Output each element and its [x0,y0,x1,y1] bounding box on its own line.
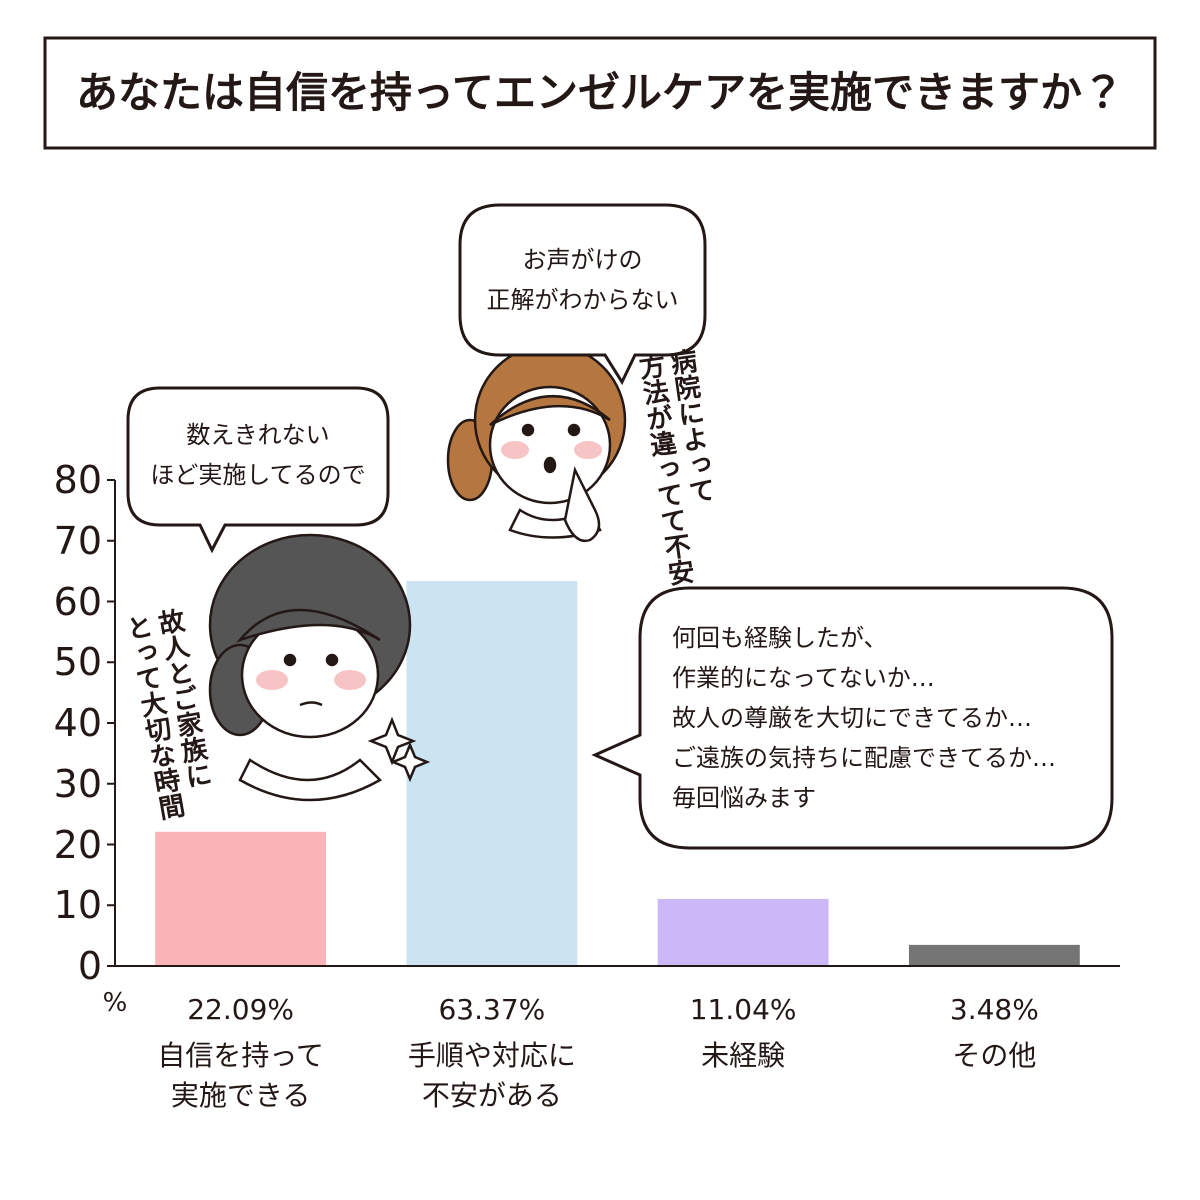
bar [657,898,829,966]
y-tick-label: 60 [53,579,102,624]
y-tick-label: 50 [53,640,102,685]
bubble-shape [458,203,707,386]
title-box [43,36,1157,150]
bubble-shape [126,386,390,554]
bar [155,831,327,966]
speech-bubble-text: 何回も経験したが、 作業的になってないか… 故人の尊厳を大切にできてるか… ご遠… [672,624,1056,812]
x-tick-label: その他 [952,1039,1037,1072]
value-label: 22.09% [187,993,294,1026]
y-tick-label: 20 [53,822,102,867]
title: あなたは自信を持ってエンゼルケアを実施できますか？ [76,68,1124,117]
x-tick-label: 未経験 [701,1039,786,1072]
y-tick-label: 0 [77,944,102,988]
x-tick-label: 自信を持って 実施できる [157,1039,324,1112]
speech-bubble-text: お声がけの 正解がわからない [486,246,679,314]
bar [406,581,578,966]
speech-bubble-text: 数えきれない ほど実施してるので [150,421,366,489]
illustrations [208,343,627,802]
speech-bubbles [126,203,1114,850]
value-label: 3.48% [949,993,1039,1026]
y-tick-label: 10 [53,883,102,928]
y-tick-label: 40 [53,701,102,745]
y-tick-label: 80 [53,458,102,502]
y-tick-label: 70 [53,518,102,563]
y-unit: % [102,988,128,1018]
value-label: 11.04% [689,993,797,1026]
value-label: 63.37% [438,993,546,1026]
x-tick-label: 手順や対応に 不安がある [407,1039,576,1112]
bubble-shape [591,586,1114,850]
y-tick-label: 30 [53,761,102,806]
bar [908,944,1080,966]
